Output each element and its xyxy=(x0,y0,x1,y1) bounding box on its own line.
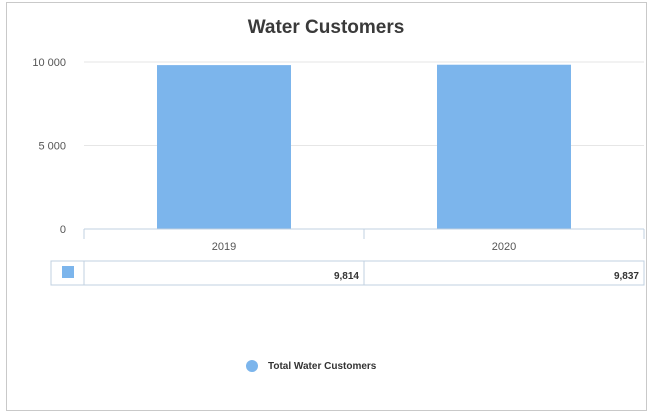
table-value-cell: 9,814 xyxy=(334,271,359,282)
legend-label: Total Water Customers xyxy=(268,360,377,372)
y-tick-label: 0 xyxy=(60,224,66,236)
bars xyxy=(157,64,571,229)
legend-marker xyxy=(246,360,258,372)
bar-2020 xyxy=(437,64,571,229)
data-table-border xyxy=(50,260,645,286)
axes: 0 5 000 10 000 2019 2020 xyxy=(32,57,645,253)
data-table: 9,814 9,837 xyxy=(50,260,645,286)
chart-title: Water Customers xyxy=(247,17,405,38)
table-series-marker xyxy=(62,266,74,278)
y-tick-label: 5 000 xyxy=(38,141,66,153)
x-tick-label: 2019 xyxy=(212,241,236,253)
legend[interactable]: Total Water Customers xyxy=(246,360,376,372)
table-value-cell: 9,837 xyxy=(614,271,639,282)
y-tick-label: 10 000 xyxy=(32,57,66,69)
x-tick-label: 2020 xyxy=(492,241,516,253)
bar-2019 xyxy=(157,65,291,229)
